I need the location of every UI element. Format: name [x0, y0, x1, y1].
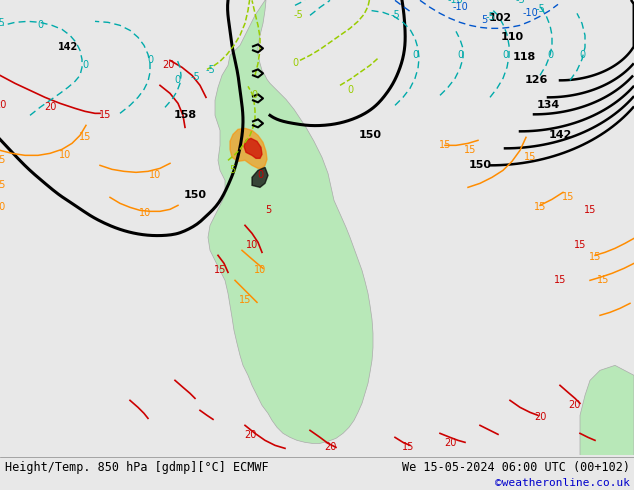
Text: 0: 0 — [457, 50, 463, 60]
Text: 20: 20 — [568, 400, 580, 410]
Text: 118: 118 — [512, 52, 536, 62]
Text: 134: 134 — [536, 100, 560, 110]
Text: 15: 15 — [554, 275, 566, 285]
Text: ©weatheronline.co.uk: ©weatheronline.co.uk — [495, 478, 630, 488]
Text: 15: 15 — [524, 152, 536, 162]
Text: 15: 15 — [0, 155, 6, 165]
Text: 5: 5 — [481, 15, 487, 25]
Text: 0: 0 — [292, 58, 298, 68]
Text: 10: 10 — [0, 202, 6, 212]
Text: 15: 15 — [464, 146, 476, 155]
Text: -10: -10 — [452, 2, 468, 12]
Text: 0: 0 — [174, 75, 180, 85]
Text: 150: 150 — [183, 190, 207, 200]
Text: 20: 20 — [44, 102, 56, 112]
Text: 20: 20 — [244, 430, 256, 441]
Text: 0: 0 — [147, 55, 153, 65]
Text: 20: 20 — [324, 442, 336, 452]
Text: Height/Temp. 850 hPa [gdmp][°C] ECMWF: Height/Temp. 850 hPa [gdmp][°C] ECMWF — [5, 461, 269, 474]
Text: 15: 15 — [562, 193, 574, 202]
Text: 0: 0 — [502, 50, 508, 60]
Text: 126: 126 — [524, 75, 548, 85]
Text: -5: -5 — [190, 73, 200, 82]
Text: 102: 102 — [488, 13, 512, 24]
Polygon shape — [0, 0, 634, 455]
Text: 0: 0 — [251, 90, 257, 100]
Text: 15: 15 — [574, 241, 586, 250]
Text: 15: 15 — [214, 266, 226, 275]
Text: -5: -5 — [0, 18, 5, 28]
Text: 0: 0 — [257, 171, 263, 180]
Text: 15: 15 — [239, 295, 251, 305]
Text: -5: -5 — [390, 10, 400, 21]
Text: 0: 0 — [347, 85, 353, 96]
Text: -5: -5 — [293, 10, 303, 21]
Text: 20: 20 — [444, 439, 456, 448]
Text: 150: 150 — [469, 160, 491, 171]
Text: 10: 10 — [149, 171, 161, 180]
Text: 15: 15 — [402, 442, 414, 452]
Text: 142: 142 — [548, 130, 572, 140]
Polygon shape — [230, 128, 267, 169]
Text: 15: 15 — [534, 202, 546, 212]
Text: 142: 142 — [58, 42, 78, 52]
Text: 0: 0 — [547, 50, 553, 60]
Text: 15: 15 — [0, 180, 6, 190]
Text: 15: 15 — [584, 205, 596, 215]
Text: 15: 15 — [439, 140, 451, 150]
Text: 158: 158 — [174, 110, 197, 121]
Text: 10: 10 — [246, 241, 258, 250]
Text: We 15-05-2024 06:00 UTC (00+102): We 15-05-2024 06:00 UTC (00+102) — [402, 461, 630, 474]
Text: -10: -10 — [522, 8, 538, 18]
Text: -5: -5 — [485, 12, 495, 23]
Text: 0: 0 — [412, 50, 418, 60]
Text: -10: -10 — [447, 0, 463, 5]
Text: 110: 110 — [500, 32, 524, 42]
Text: 0: 0 — [82, 60, 88, 71]
Text: 15: 15 — [589, 252, 601, 262]
Polygon shape — [252, 168, 268, 187]
Text: 20: 20 — [162, 60, 174, 71]
Text: 10: 10 — [139, 208, 151, 219]
Polygon shape — [244, 138, 262, 158]
Text: 0: 0 — [37, 21, 43, 30]
Polygon shape — [208, 0, 373, 443]
Polygon shape — [580, 366, 634, 455]
Text: 5: 5 — [229, 165, 235, 175]
Text: 15: 15 — [99, 110, 111, 121]
Text: 150: 150 — [358, 130, 382, 140]
Text: -5: -5 — [535, 4, 545, 14]
Text: 15: 15 — [597, 275, 609, 285]
Text: 10: 10 — [254, 266, 266, 275]
Text: 15: 15 — [79, 132, 91, 143]
Text: 10: 10 — [59, 150, 71, 160]
Text: 20: 20 — [0, 100, 6, 110]
Text: 0: 0 — [579, 50, 585, 60]
Text: 20: 20 — [534, 413, 546, 422]
Text: -5: -5 — [205, 65, 215, 75]
Text: 5: 5 — [265, 205, 271, 215]
Text: -5: -5 — [515, 0, 525, 5]
